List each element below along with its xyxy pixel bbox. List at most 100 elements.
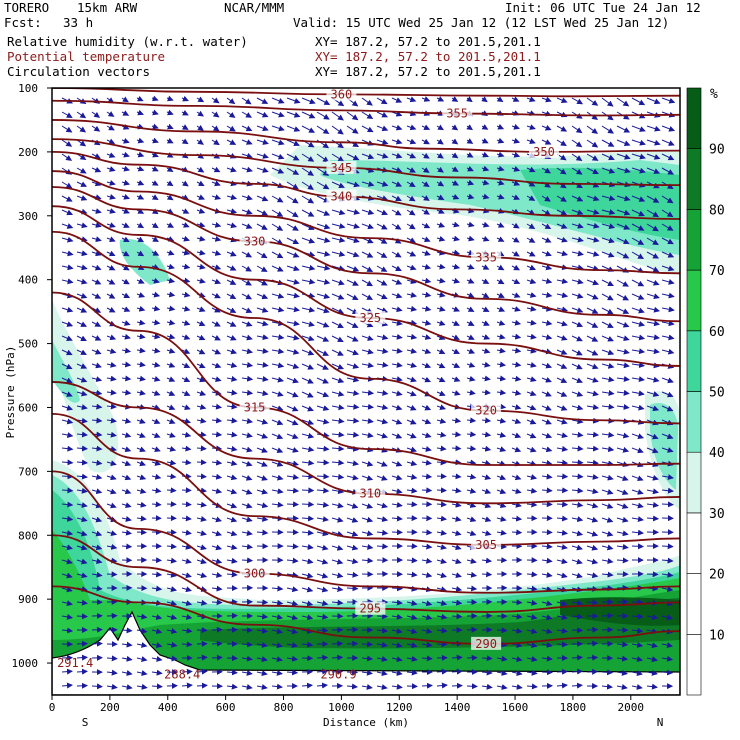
circulation-vector [346,111,359,121]
circulation-vector [166,222,175,228]
circulation-vector [331,502,344,509]
circulation-vector [241,488,253,495]
circulation-vector [316,349,329,356]
circulation-vector [301,544,314,550]
circulation-vector [181,305,191,312]
circulation-vector [616,404,630,410]
circulation-vector [181,124,189,130]
circulation-vector [421,473,433,480]
circulation-vector [421,250,431,256]
circulation-vector [286,348,300,355]
circulation-vector [76,487,88,494]
circulation-vector [586,307,599,314]
circulation-vector [226,279,237,285]
circulation-vector [121,179,131,186]
circulation-vector [151,487,162,494]
circulation-vector [241,97,252,105]
circulation-vector [316,391,330,398]
circulation-vector [256,418,269,425]
circulation-vector [646,139,661,146]
circulation-vector [346,474,359,481]
circulation-vector [181,277,191,284]
plot-frame [51,87,681,696]
circulation-vector [241,641,253,648]
circulation-vector [391,333,403,340]
circulation-vector [631,334,646,341]
circulation-vector [256,390,269,397]
circulation-vector [271,125,285,132]
circulation-vector [406,264,417,271]
circulation-vector [571,487,584,494]
circulation-vector [436,152,444,159]
circulation-vector [91,321,102,327]
circulation-vector [406,292,417,298]
circulation-vector [421,655,433,662]
circulation-vector [601,683,613,690]
circulation-vector [346,417,360,424]
circulation-vector [316,668,329,675]
circulation-vector [391,167,403,173]
circulation-vector [526,501,538,508]
circulation-vector [301,97,316,105]
circulation-vector [556,641,569,648]
circulation-vector [601,571,614,578]
circulation-vector [346,293,359,301]
circulation-vector [181,362,191,369]
circulation-vector [571,600,584,606]
circulation-vector [466,320,475,326]
circulation-vector [361,516,374,523]
circulation-vector [301,153,315,162]
circulation-vector [526,656,538,662]
circulation-vector [226,97,236,105]
circulation-vector [346,251,360,258]
circulation-vector [466,417,477,424]
circulation-vector [196,249,206,256]
circulation-vector [391,251,402,258]
circulation-vector [286,419,299,426]
circulation-vector [511,180,521,186]
circulation-vector [361,223,374,230]
circulation-vector [406,195,416,202]
circulation-vector [646,447,659,454]
circulation-vector [286,669,299,676]
circulation-vector [646,279,660,286]
circulation-vector [601,390,615,396]
circulation-vector [76,544,88,551]
circulation-vector [466,571,478,578]
circulation-vector [631,529,645,536]
circulation-vector [211,307,221,313]
circulation-vector [436,544,447,550]
circulation-vector [91,417,103,424]
circulation-vector [436,348,446,355]
circulation-vector [571,307,584,313]
circulation-vector [241,348,254,355]
field-name-vectors: Circulation vectors [7,64,150,79]
contour-label-bg [442,106,473,120]
circulation-vector [616,223,631,230]
circulation-vector [511,123,520,130]
circulation-vector [661,153,675,161]
circulation-vector [226,403,238,410]
circulation-vector [226,250,237,257]
circulation-vector [451,348,460,354]
circulation-vector [121,655,133,662]
circulation-vector [571,278,584,285]
contour-label-bg [355,486,386,500]
circulation-vector [511,474,522,481]
circulation-vector [106,250,116,257]
circulation-vector [271,488,284,495]
circulation-vector [151,585,163,592]
circulation-vector [481,361,491,368]
circulation-vector [331,473,345,480]
circulation-vector [106,236,116,243]
circulation-vector [616,655,629,662]
circulation-vector [301,600,314,607]
circulation-vector [391,181,403,187]
circulation-vector [556,278,569,285]
circulation-vector [421,376,432,383]
circulation-vector [316,613,329,620]
circulation-vector [181,334,191,340]
circulation-vector [451,235,460,242]
circulation-vector [121,684,133,690]
circulation-vector [361,543,374,550]
